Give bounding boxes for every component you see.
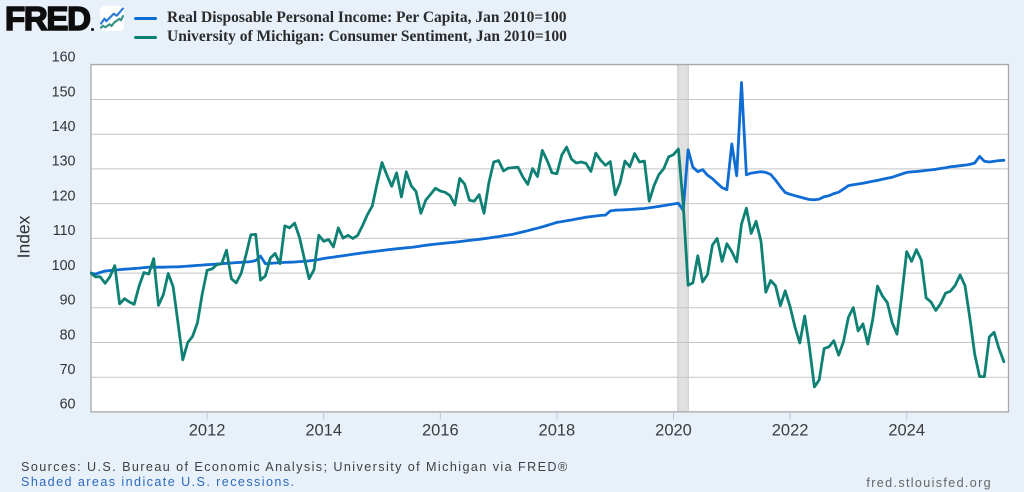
svg-text:2020: 2020	[655, 422, 692, 440]
svg-text:90: 90	[60, 293, 76, 309]
svg-text:80: 80	[60, 327, 76, 343]
svg-text:100: 100	[52, 258, 76, 274]
svg-text:2012: 2012	[189, 422, 226, 440]
svg-text:70: 70	[60, 362, 76, 378]
svg-text:60: 60	[60, 397, 76, 413]
svg-text:150: 150	[52, 84, 76, 100]
svg-text:130: 130	[52, 154, 76, 170]
svg-text:Index: Index	[14, 215, 34, 258]
svg-text:140: 140	[52, 119, 76, 135]
svg-text:120: 120	[52, 188, 76, 204]
svg-text:110: 110	[53, 223, 76, 239]
svg-text:2018: 2018	[539, 422, 576, 440]
svg-text:2022: 2022	[772, 422, 809, 440]
svg-text:2016: 2016	[422, 422, 459, 440]
svg-text:160: 160	[52, 50, 76, 66]
svg-text:2024: 2024	[888, 422, 925, 440]
svg-text:2014: 2014	[305, 422, 342, 440]
